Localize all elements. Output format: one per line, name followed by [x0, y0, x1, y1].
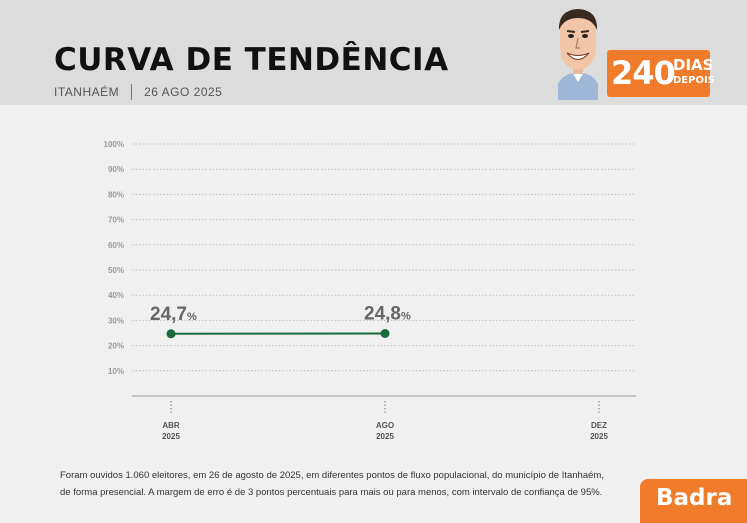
data-point: [166, 329, 176, 339]
badge-word-dias: DIAS: [673, 56, 714, 74]
y-tick-label: 60%: [108, 241, 124, 250]
y-tick-label: 40%: [108, 291, 124, 300]
x-tick-year: 2025: [590, 432, 608, 441]
subtitle-divider: [131, 84, 133, 100]
badge-word-depois: DEPOIS: [673, 75, 715, 86]
x-tick-year: 2025: [376, 432, 394, 441]
methodology-note: Foram ouvidos 1.060 eleitores, em 26 de …: [60, 467, 620, 501]
trend-chart: 100% 90% 80% 70% 60% 50% 40% 30% 20% 10% ABR 2025 AG…: [104, 140, 636, 441]
brand-name: Badra: [656, 485, 733, 511]
data-label: 24,8%: [364, 304, 411, 325]
y-tick-label: 70%: [108, 216, 124, 225]
city-label: ITANHAÉM: [54, 85, 120, 99]
date-label: 26 AGO 2025: [144, 85, 223, 99]
y-tick-label: 50%: [108, 266, 124, 275]
x-tick-month: AGO: [376, 421, 394, 430]
y-tick-label: 90%: [108, 165, 124, 174]
x-tick-year: 2025: [162, 432, 180, 441]
badge-number: 240: [611, 54, 676, 92]
y-tick-label: 30%: [108, 316, 124, 325]
caricature-portrait-icon: [558, 9, 598, 100]
y-tick-label: 100%: [104, 140, 124, 149]
subtitle: ITANHAÉM 26 AGO 2025: [54, 84, 222, 100]
data-label: 24,7%: [150, 304, 197, 325]
methodology-line-2: de forma presencial. A margem de erro é …: [60, 487, 603, 498]
y-tick-label: 80%: [108, 190, 124, 199]
y-tick-label: 10%: [108, 367, 124, 376]
methodology-line-1: Foram ouvidos 1.060 eleitores, em 26 de …: [60, 470, 604, 481]
x-tick-month: DEZ: [591, 421, 607, 430]
days-badge: 240 DIAS DEPOIS: [607, 50, 715, 97]
y-tick-label: 20%: [108, 342, 124, 351]
data-point: [380, 329, 390, 339]
brand-logo: Badra: [640, 479, 747, 523]
x-tick-month: ABR: [162, 421, 180, 430]
page-title: CURVA DE TENDÊNCIA: [54, 42, 449, 78]
